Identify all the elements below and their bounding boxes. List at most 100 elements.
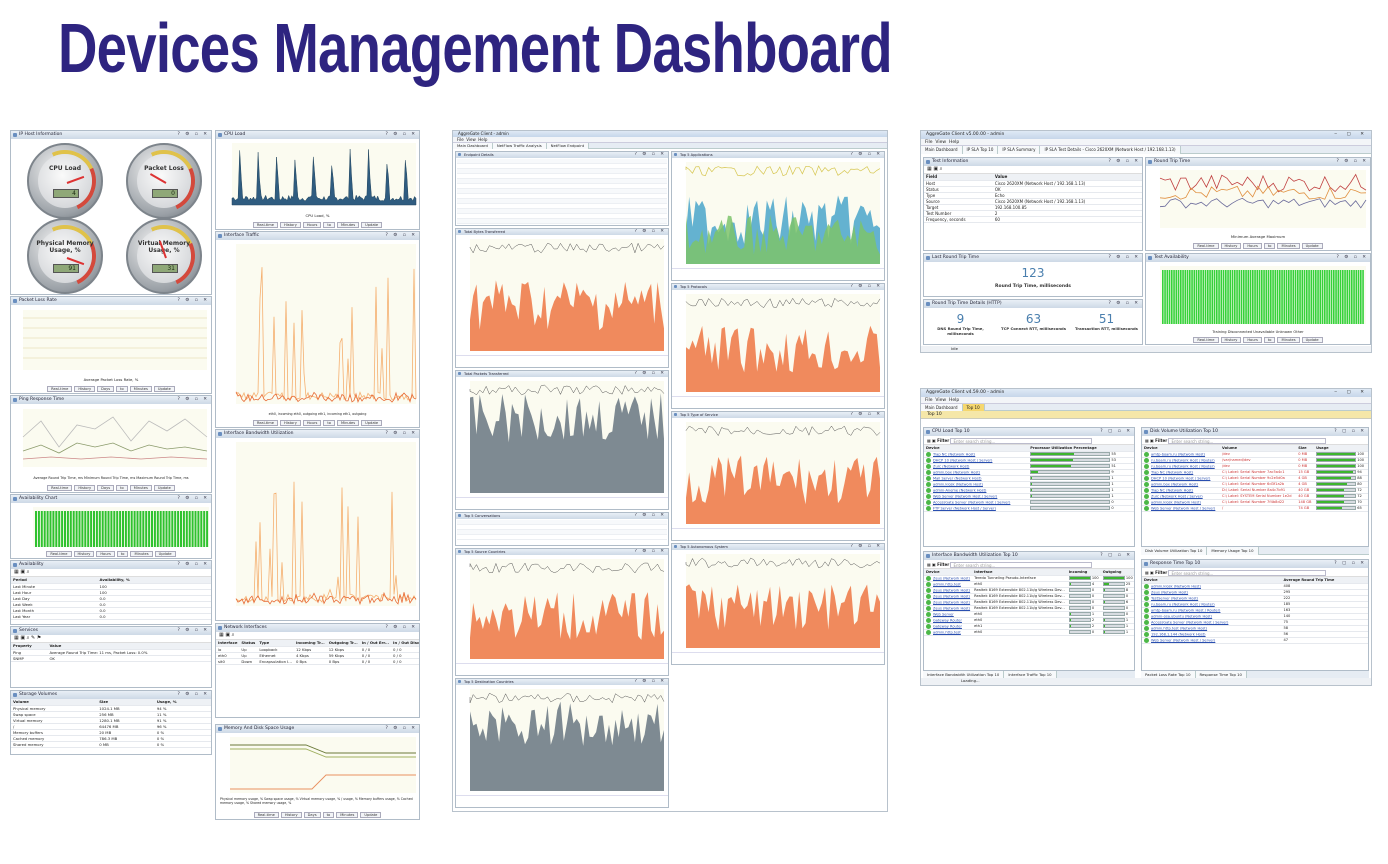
device-link[interactable]: amtp-boam.ru (Network Host / Router) [1151, 608, 1221, 612]
device-link[interactable]: Trap NC (Network Host) [1151, 470, 1194, 474]
column-header[interactable]: In / Out Disc... [391, 640, 419, 647]
device-link[interactable]: admin.http.test [933, 630, 961, 634]
device-link[interactable]: Zurc (Network Host / Server) [1151, 494, 1203, 498]
device-link[interactable]: Zeus (Network Host) [933, 576, 971, 580]
table-row[interactable]: Cached memory 786.3 MB 0 % [11, 735, 211, 742]
table-row[interactable]: ru.boam.ru (Network Host / Router) 185 [1142, 601, 1368, 608]
table-row[interactable]: Trap NC (Network Host) 55 [924, 451, 1134, 458]
table-row[interactable]: AccessGate Server (Network Host / Server… [924, 499, 1134, 506]
filter-row[interactable]: ▦ ▣ Filter Enter search string... [1142, 568, 1368, 577]
table-row[interactable]: Type Echo [924, 192, 1142, 199]
table-row[interactable]: AccessGate Server (Network Host / Server… [1142, 619, 1368, 626]
device-link[interactable]: Zeus (Network Host) [933, 588, 971, 592]
table-row[interactable]: admin.box (Network Host) C:\ Label: Seria… [1142, 481, 1368, 488]
table-row[interactable]: Last Minute 100 [11, 583, 211, 590]
time-controls[interactable]: Real-time History Days to Minutes Update [11, 485, 211, 491]
table-row[interactable]: Zeus (Network Host) 295 [1142, 589, 1368, 596]
table-row[interactable]: SNMP OK [11, 655, 211, 662]
column-header[interactable]: Type [257, 640, 294, 647]
column-header[interactable]: Usage [1314, 445, 1368, 452]
column-header[interactable]: Value [47, 643, 211, 650]
device-link[interactable]: AccessGate Server (Network Host / Server… [1151, 620, 1229, 624]
time-controls[interactable]: Real-time History Days to Minutes Update [216, 812, 419, 818]
device-link[interactable]: ru.boam.ru (Network Host / Router) [1151, 602, 1215, 606]
filter-row[interactable]: ▦ ▣ Filter Enter search string... [924, 560, 1134, 569]
column-header[interactable]: Size [97, 699, 155, 706]
column-header[interactable]: Field [924, 174, 993, 181]
table-row[interactable]: 192.168.1.144 (Network Host) 56 [1142, 631, 1368, 638]
device-link[interactable]: Zeus (Network Host) [933, 600, 971, 604]
column-header[interactable]: Device [1142, 445, 1221, 452]
column-header[interactable]: Value [992, 174, 1142, 181]
device-link[interactable]: Web Server [933, 612, 954, 616]
column-header[interactable]: Outgoing Tr... [326, 640, 360, 647]
column-header[interactable]: Incoming [1066, 569, 1101, 576]
device-link[interactable]: admin.http.test (Network Host) [1151, 626, 1208, 630]
table-row[interactable]: Mail Server (Network Host) 1 [924, 475, 1134, 482]
table-row[interactable]: ru.boam.ru (Network Host / Router)/dev 0 … [1142, 463, 1368, 470]
table-row[interactable]: admin-Aneme (Network Host) 1 [924, 487, 1134, 494]
device-link[interactable]: admin-Aneme (Network Host) [933, 488, 987, 492]
table-row[interactable]: Source Cisco 2620XM (Network Host / 192.1… [924, 198, 1142, 205]
table-row[interactable]: Last Month 0.0 [11, 607, 211, 614]
time-controls[interactable]: Real-time History Hours to Minutes Update [216, 420, 419, 426]
table-row[interactable]: admin.http.test eth0 0 1 [924, 629, 1134, 636]
column-header[interactable]: Volume [1220, 445, 1297, 452]
table-row[interactable]: sit0 Down Encapsulation I... 0 Bps 0 Bps 0 / … [216, 658, 419, 665]
device-link[interactable]: Web Server (Network Host / Server) [933, 494, 998, 498]
table-row[interactable]: DHCP 10 (Network Host / Server) C:\ Label… [1142, 475, 1368, 482]
subtab-header[interactable]: Top 10 [921, 411, 1371, 419]
column-header[interactable]: Incoming Tr... [293, 640, 327, 647]
filter-row[interactable]: ▦ ▣ Filter Enter search string... [924, 436, 1134, 445]
tab-bar[interactable]: Main Dashboard Top 10 [921, 404, 1371, 411]
table-row[interactable]: Last Year 0.0 [11, 613, 211, 620]
column-header[interactable]: Availability, % [97, 577, 211, 584]
device-link[interactable]: Zeus (Network Host) [933, 606, 971, 610]
device-link[interactable]: amtp-boam.ru (Network Host) [1151, 452, 1206, 456]
device-link[interactable]: admin.box (Network Host) [1151, 482, 1199, 486]
device-link[interactable]: Web Server (Network Host / Server) [1151, 506, 1216, 510]
device-link[interactable]: DHCP 10 (Network Host / Server) [1151, 476, 1211, 480]
table-row[interactable]: Web Server eth0 1 0 [924, 611, 1134, 618]
table-row[interactable]: ru.boam.ru (Network Host / Router)/var/n… [1142, 457, 1368, 464]
tab-bar[interactable]: Disk Volume Utilization Top 10 Memory Usa… [1141, 547, 1369, 555]
device-link[interactable]: Mail Server (Network Host) [933, 476, 982, 480]
time-controls[interactable]: Real-time History Hours to Minutes Update [1146, 243, 1370, 249]
device-link[interactable]: TestServer (Network Host) [1151, 596, 1199, 600]
table-row[interactable]: admin.kiosk (Network Host) 1 [924, 481, 1134, 488]
time-controls[interactable]: Real-time History Hours to Minutes Update [11, 551, 211, 557]
device-link[interactable]: DHCP 10 (Network Host / Server) [933, 458, 993, 462]
table-row[interactable]: Zeus (Network Host) Realtek 8169 Extensib… [924, 605, 1134, 612]
filter-input[interactable]: Enter search string... [1168, 570, 1327, 576]
table-row[interactable]: admin.box (Network Host) 9 [924, 469, 1134, 476]
filter-row[interactable]: ▦ ▣ Filter Enter search string... [1142, 436, 1368, 445]
device-link[interactable]: admin.box (Network Host) [933, 470, 981, 474]
table-row[interactable]: Target 192.168.100.85 [924, 204, 1142, 211]
table-row[interactable]: Zeus (Network Host) Realtek 8169 Extensib… [924, 593, 1134, 600]
column-header[interactable]: Volume [11, 699, 98, 706]
table-row[interactable]: Zurc (Network Host / Server) C:\ Label: S… [1142, 493, 1368, 500]
filter-input[interactable]: Enter search string... [950, 562, 1093, 568]
table-row[interactable]: admin-osa.ubuntu (Network Host) 140 [1142, 613, 1368, 620]
table-row[interactable]: admin.http.test eth0 4 25 [924, 581, 1134, 588]
filter-input[interactable]: Enter search string... [1168, 438, 1327, 444]
table-row[interactable]: admin.kiosk (Network Host) 408 [1142, 583, 1368, 590]
table-row[interactable]: Status OK [924, 186, 1142, 193]
table-row[interactable]: Last Week 0.0 [11, 601, 211, 608]
device-link[interactable]: admin.kiosk (Network Host) [933, 482, 983, 486]
device-link[interactable]: admin.kiosk (Network Host) [1151, 500, 1201, 504]
table-row[interactable]: Trap NC (Network Host) C:\ Label: Serial … [1142, 469, 1368, 476]
menu-bar[interactable]: File View Help [453, 137, 887, 143]
device-link[interactable]: AccessGate Server (Network Host / Server… [933, 500, 1011, 504]
column-header[interactable]: Usage, % [154, 699, 211, 706]
table-row[interactable]: admin.kiosk (Network Host) C:\ Label: Ser… [1142, 499, 1368, 506]
table-row[interactable]: Shared memory 0 MB 0 % [11, 741, 211, 748]
table-row[interactable]: amtp-boam.ru (Network Host / Router) 163 [1142, 607, 1368, 614]
table-row[interactable]: TestServer (Network Host) 222 [1142, 595, 1368, 602]
device-link[interactable]: ru.boam.ru (Network Host / Router) [1151, 458, 1215, 462]
column-header[interactable]: Device [1142, 577, 1282, 584]
table-row[interactable]: Zeus (Network Host) Realtek 8169 Extensib… [924, 599, 1134, 606]
column-header[interactable]: Interface [972, 569, 1067, 576]
